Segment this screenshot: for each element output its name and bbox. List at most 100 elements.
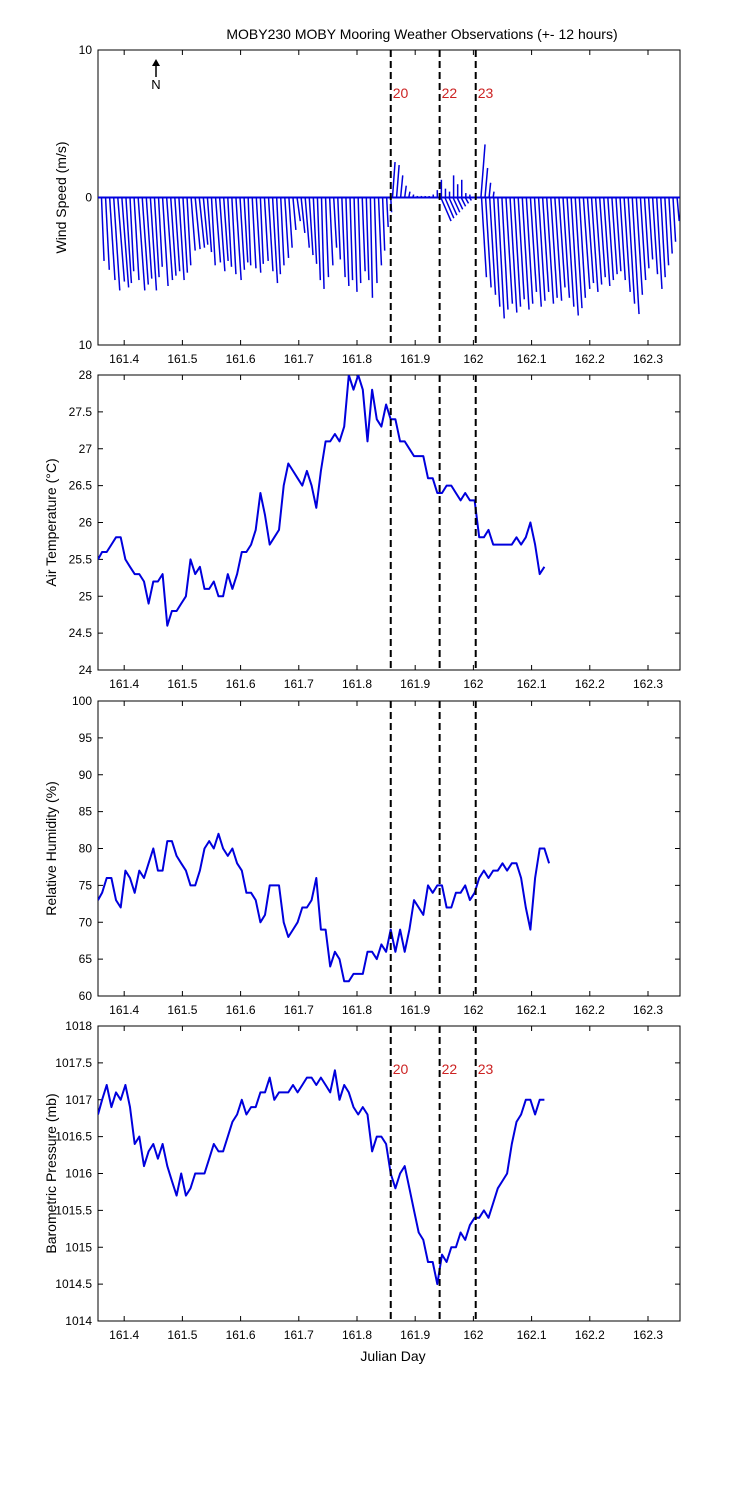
panels-group: 161.4 161.5 161.6 161.7 161.8 161.9 162 162.1 16… (43, 43, 681, 1342)
y-tick-label: 27.5 (69, 405, 93, 419)
wind-stick (412, 194, 415, 198)
wind-stick (558, 197, 566, 288)
event-label: 23 (478, 85, 494, 101)
event-label: 23 (478, 1061, 494, 1077)
wind-stick (399, 175, 404, 198)
wind-stick (497, 197, 505, 319)
wind-stick (235, 197, 242, 281)
wind-stick (157, 197, 164, 267)
x-tick-label: 161.9 (400, 1328, 430, 1342)
series-line (98, 832, 551, 983)
wind-stick (112, 197, 121, 291)
y-tick-label: 100 (72, 694, 92, 708)
wind-stick (456, 197, 464, 210)
wind-stick (345, 197, 350, 287)
wind-stick (615, 197, 622, 272)
wind-stick (574, 197, 583, 309)
wind-stick (468, 197, 473, 201)
wind-stick (501, 197, 509, 310)
x-tick-label: 161.5 (167, 677, 197, 691)
wind-stick (464, 197, 470, 204)
x-tick-label: 161.4 (109, 1003, 139, 1017)
wind-stick (332, 197, 338, 248)
axes-box (97, 1025, 681, 1322)
x-tick-label: 161.6 (226, 1003, 256, 1017)
event-label: 22 (442, 1061, 458, 1077)
wind-stick (635, 197, 644, 295)
y-tick-label: 28 (79, 368, 93, 382)
wind-stick (664, 197, 670, 266)
wind-stick (529, 197, 538, 292)
event-label: 22 (442, 85, 458, 101)
x-tick-label: 162.1 (517, 1003, 547, 1017)
wind-stick (493, 197, 501, 307)
wind-stick (643, 197, 650, 269)
wind-stick (488, 197, 497, 295)
y-tick-label: 90 (79, 768, 93, 782)
wind-stick (178, 197, 185, 281)
x-tick-label: 162 (463, 352, 483, 366)
wind-stick (125, 197, 133, 284)
y-tick-label: 65 (79, 952, 93, 966)
wind-stick (341, 197, 346, 278)
wind-stick (300, 197, 306, 233)
x-tick-label: 162.1 (517, 352, 547, 366)
wind-stick (594, 197, 603, 285)
wind-stick (165, 197, 174, 281)
wind-stick (161, 197, 169, 287)
y-tick-label: 95 (79, 731, 93, 745)
wind-stick (292, 197, 297, 231)
wind-stick (170, 197, 177, 276)
wind-stick (562, 197, 571, 298)
wind-stick (365, 197, 370, 281)
x-axis-label: Julian Day (360, 1348, 425, 1364)
north-label: N (151, 77, 160, 92)
y-tick-label: 24.5 (69, 626, 93, 640)
wind-stick (676, 197, 680, 222)
x-tick-label: 162 (463, 677, 483, 691)
y-tick-label: 26 (79, 516, 93, 530)
y-tick-label: 1014.5 (55, 1277, 92, 1291)
wind-stick (533, 197, 542, 307)
axes-box (97, 374, 681, 671)
y-tick-label: 10 (79, 43, 93, 57)
data-layer (98, 1069, 545, 1286)
axes-box (97, 700, 681, 997)
wind-stick (607, 197, 615, 281)
wind-stick (420, 195, 423, 198)
x-tick-label: 161.5 (167, 1328, 197, 1342)
wind-stick (488, 182, 492, 198)
x-tick-label: 162.2 (575, 1328, 605, 1342)
wind-stick (275, 197, 282, 275)
x-tick-label: 161.9 (400, 677, 430, 691)
x-tick-label: 161.8 (342, 1328, 372, 1342)
wind-stick (578, 197, 587, 298)
wind-stick (145, 197, 153, 279)
wind-stick (202, 197, 209, 245)
wind-stick (198, 197, 206, 248)
wind-stick (141, 197, 150, 285)
wind-stick (395, 164, 400, 198)
x-tick-label: 162.3 (633, 352, 663, 366)
wind-stick (484, 167, 489, 198)
event-label: 20 (393, 85, 409, 101)
wind-stick (590, 197, 599, 292)
wind-stick (337, 197, 342, 260)
wind-stick (137, 197, 146, 291)
y-tick-label: 1017 (65, 1093, 92, 1107)
wind-stick (377, 197, 383, 266)
wind-stick (381, 197, 386, 251)
y-axis-label: Relative Humidity (%) (43, 781, 59, 916)
x-tick-label: 161.9 (400, 1003, 430, 1017)
wind-stick (627, 197, 636, 304)
wind-stick (263, 197, 269, 261)
wind-stick (408, 191, 411, 198)
wind-stick (349, 197, 354, 281)
x-tick-label: 162.3 (633, 1003, 663, 1017)
wind-stick (279, 197, 285, 266)
wind-stick (391, 162, 396, 198)
panel-1: 161.4 161.5 161.6 161.7 161.8 161.9 162 162.1 16… (53, 43, 681, 366)
wind-stick (117, 197, 126, 282)
wind-stick (218, 197, 226, 272)
